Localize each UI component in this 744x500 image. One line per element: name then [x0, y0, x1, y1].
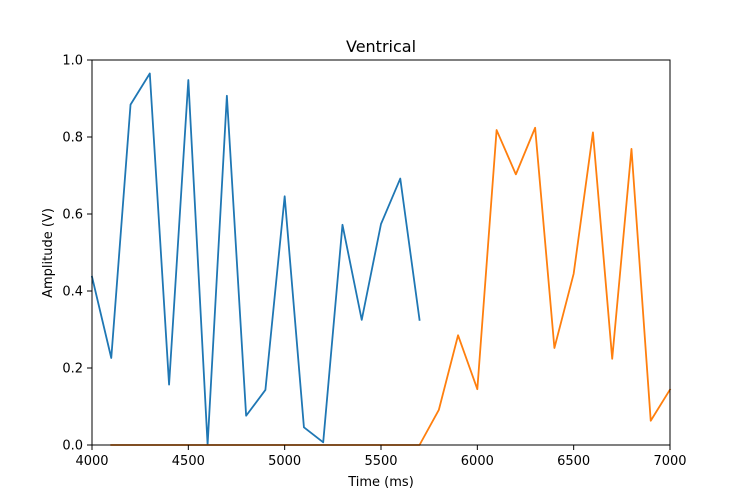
- x-tick-label: 4500: [172, 454, 205, 469]
- series-line-1: [90, 72, 421, 446]
- x-axis-label: Time (ms): [347, 475, 414, 490]
- y-tick-label: 1.0: [62, 54, 83, 69]
- plot-area: [90, 59, 672, 446]
- y-tick-label: 0.8: [62, 131, 83, 146]
- x-tick-label: 4000: [75, 454, 108, 469]
- y-tick-label: 0.0: [62, 439, 83, 454]
- series-line-2: [110, 126, 672, 446]
- x-axis: 4000 4500 5000 5500 6000 6500 7000: [75, 445, 687, 469]
- x-tick-label: 6500: [557, 454, 590, 469]
- y-axis-label: Amplitude (V): [41, 208, 56, 298]
- x-tick-label: 5000: [268, 454, 301, 469]
- y-tick-label: 0.2: [62, 362, 83, 377]
- y-axis: 0.0 0.2 0.4 0.6 0.8 1.0: [62, 54, 92, 454]
- x-tick-label: 7000: [653, 454, 686, 469]
- axes-frame: [91, 59, 671, 446]
- chart-title: Ventrical: [346, 37, 416, 56]
- x-tick-label: 6000: [461, 454, 494, 469]
- y-tick-label: 0.4: [62, 285, 83, 300]
- y-tick-label: 0.6: [62, 208, 83, 223]
- x-tick-label: 5500: [364, 454, 397, 469]
